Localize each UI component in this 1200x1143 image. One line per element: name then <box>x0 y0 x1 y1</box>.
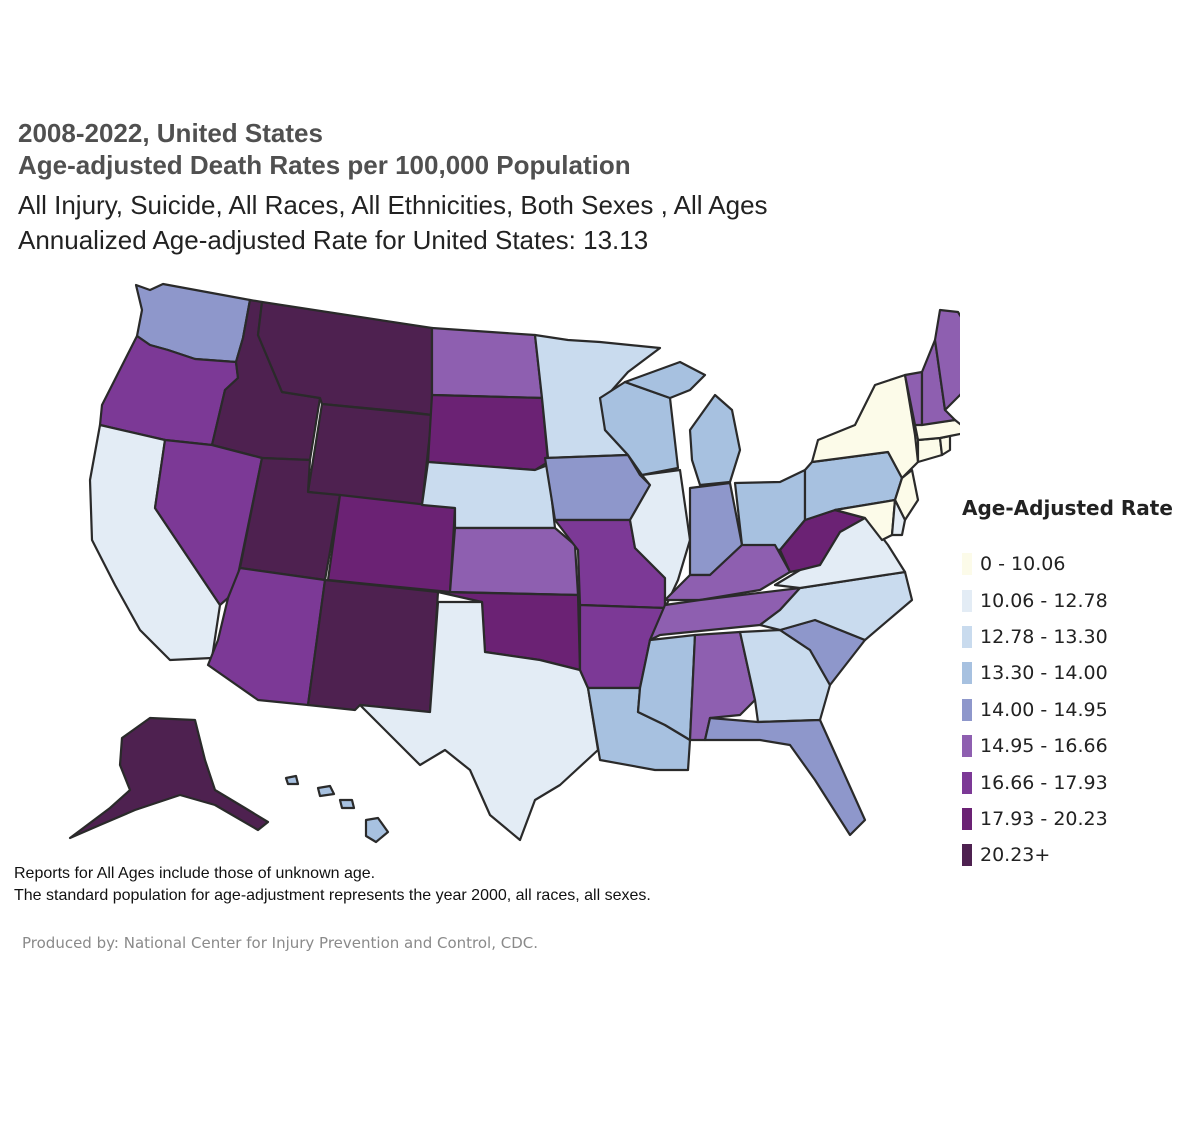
legend-item: 12.78 - 13.30 <box>962 619 1192 655</box>
map-subtitle-filters: All Injury, Suicide, All Races, All Ethn… <box>18 190 768 220</box>
legend-label: 14.00 - 14.95 <box>980 698 1108 721</box>
legend-item: 20.23+ <box>962 837 1192 873</box>
state-MI[interactable] <box>623 360 742 487</box>
legend-swatch <box>962 589 972 612</box>
legend-swatch <box>962 807 972 830</box>
state-NH[interactable] <box>920 338 957 427</box>
legend-swatch <box>962 553 972 576</box>
legend-item: 0 - 10.06 <box>962 546 1192 582</box>
legend-label: 12.78 - 13.30 <box>980 625 1108 648</box>
state-ND[interactable] <box>430 326 544 400</box>
legend: Age-Adjusted Rate 0 - 10.06 10.06 - 12.7… <box>962 496 1192 874</box>
legend-item: 10.06 - 12.78 <box>962 582 1192 618</box>
legend-item: 14.00 - 14.95 <box>962 692 1192 728</box>
legend-title: Age-Adjusted Rate <box>962 496 1173 520</box>
map-subtitle-us-rate: Annualized Age-adjusted Rate for United … <box>18 225 649 255</box>
state-DE[interactable] <box>890 498 907 537</box>
map-title-line2: Age-adjusted Death Rates per 100,000 Pop… <box>18 150 631 180</box>
legend-item: 13.30 - 14.00 <box>962 655 1192 691</box>
producer-credit: Produced by: National Center for Injury … <box>22 934 539 952</box>
state-KS[interactable] <box>448 526 580 597</box>
state-NM[interactable] <box>306 578 440 714</box>
legend-swatch <box>962 735 972 758</box>
state-SD[interactable] <box>426 393 550 472</box>
legend-item: 17.93 - 20.23 <box>962 801 1192 837</box>
legend-label: 10.06 - 12.78 <box>980 589 1108 612</box>
state-HI[interactable] <box>284 774 390 844</box>
legend-swatch <box>962 662 972 685</box>
state-NC[interactable] <box>758 570 914 642</box>
legend-swatch <box>962 844 972 867</box>
legend-label: 17.93 - 20.23 <box>980 807 1108 830</box>
state-RI[interactable] <box>938 434 952 457</box>
state-CT[interactable] <box>916 436 944 464</box>
us-choropleth-map <box>68 282 960 844</box>
legend-label: 20.23+ <box>980 844 1051 867</box>
legend-label: 13.30 - 14.00 <box>980 662 1108 685</box>
state-AK[interactable] <box>68 716 270 840</box>
footnote-standard-population: The standard population for age-adjustme… <box>14 887 651 904</box>
legend-label: 0 - 10.06 <box>980 553 1066 576</box>
legend-label: 16.66 - 17.93 <box>980 771 1108 794</box>
state-CO[interactable] <box>326 493 457 594</box>
state-FL[interactable] <box>703 716 867 837</box>
footnote-unknown-age: Reports for All Ages include those of un… <box>14 865 376 882</box>
state-WY[interactable] <box>306 402 434 507</box>
legend-swatch <box>962 771 972 794</box>
legend-swatch <box>962 625 972 648</box>
legend-swatch <box>962 698 972 721</box>
legend-label: 14.95 - 16.66 <box>980 735 1108 758</box>
map-title-line1: 2008-2022, United States <box>18 118 323 148</box>
legend-item: 14.95 - 16.66 <box>962 728 1192 764</box>
state-MD[interactable] <box>833 498 897 542</box>
state-IL[interactable] <box>628 468 692 610</box>
legend-item: 16.66 - 17.93 <box>962 764 1192 800</box>
state-ME[interactable] <box>933 308 960 412</box>
state-NJ[interactable] <box>893 468 920 522</box>
